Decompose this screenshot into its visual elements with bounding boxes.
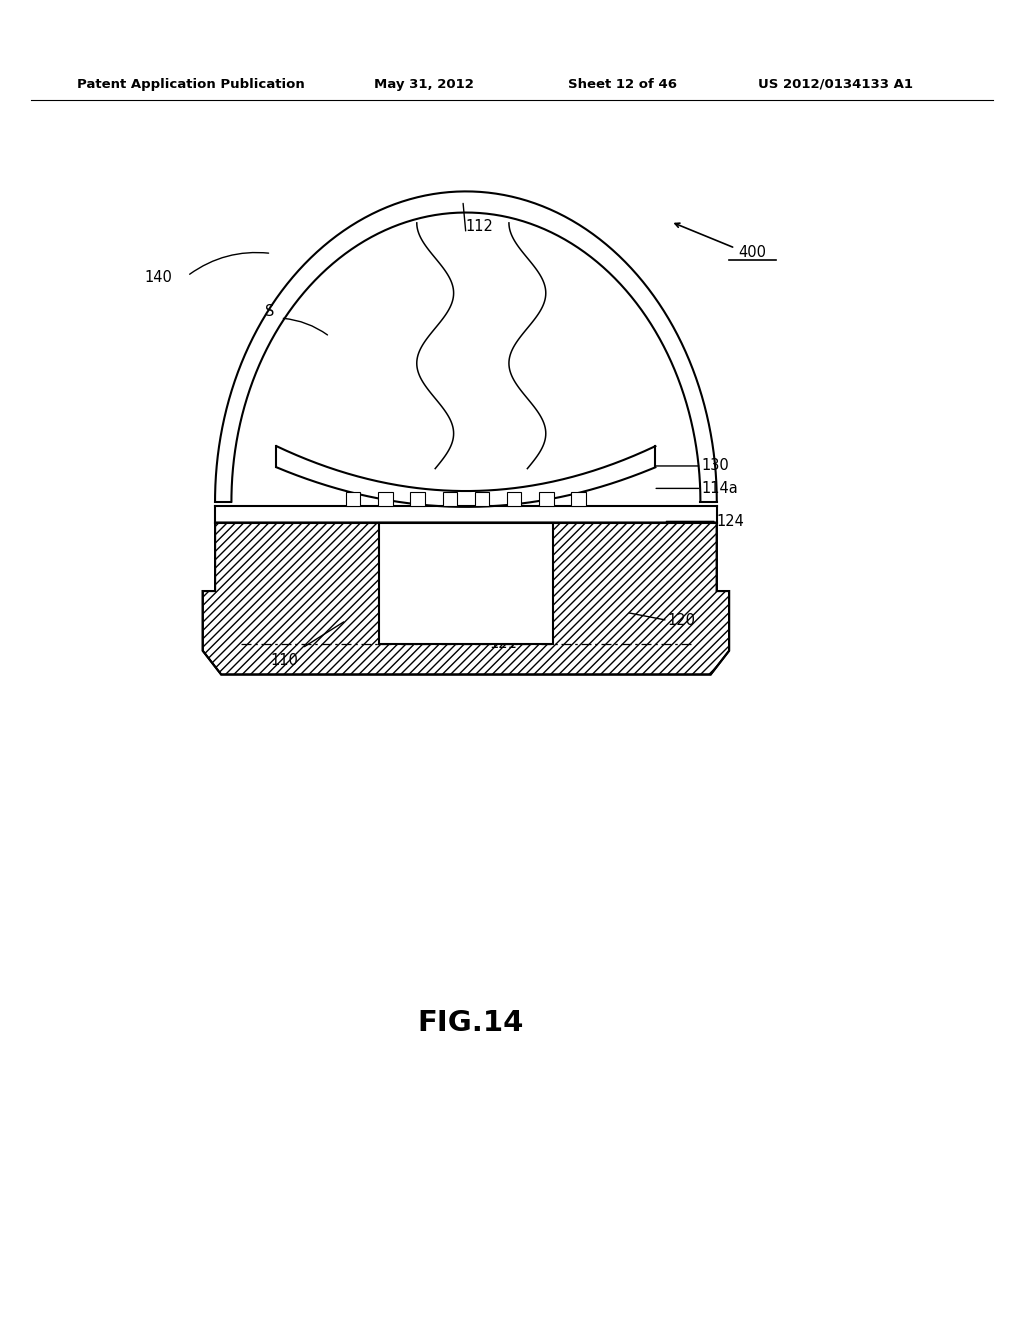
- Text: Patent Application Publication: Patent Application Publication: [77, 78, 304, 91]
- Text: S: S: [264, 304, 274, 319]
- Text: US 2012/0134133 A1: US 2012/0134133 A1: [758, 78, 912, 91]
- Text: May 31, 2012: May 31, 2012: [374, 78, 474, 91]
- Text: 400: 400: [738, 246, 767, 260]
- Polygon shape: [571, 492, 586, 506]
- Polygon shape: [379, 523, 553, 644]
- Text: FIG.14: FIG.14: [418, 1008, 524, 1038]
- Text: 114a: 114a: [701, 480, 738, 496]
- Text: 130: 130: [701, 458, 729, 474]
- Text: 121: 121: [489, 636, 518, 651]
- Polygon shape: [346, 492, 360, 506]
- Text: Sheet 12 of 46: Sheet 12 of 46: [568, 78, 677, 91]
- Polygon shape: [378, 492, 392, 506]
- Text: 120: 120: [668, 612, 695, 628]
- Text: 140: 140: [144, 269, 173, 285]
- Text: 124: 124: [717, 513, 744, 529]
- Polygon shape: [507, 492, 521, 506]
- Text: 112: 112: [465, 219, 494, 234]
- Polygon shape: [411, 492, 425, 506]
- Polygon shape: [475, 492, 489, 506]
- Text: 110: 110: [270, 653, 299, 668]
- Polygon shape: [540, 492, 554, 506]
- Polygon shape: [442, 492, 457, 506]
